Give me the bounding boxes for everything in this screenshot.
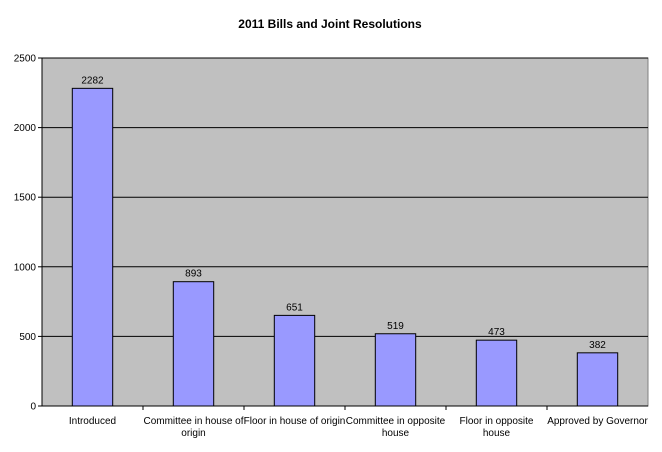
data-label: 2282 — [81, 75, 104, 86]
plot-background — [41, 57, 649, 407]
x-tick-label: origin — [181, 428, 205, 439]
y-tick-label: 500 — [19, 332, 36, 343]
data-label: 519 — [387, 321, 404, 332]
y-tick-label: 1000 — [14, 262, 37, 273]
x-tick-label: Floor in house of origin — [244, 416, 346, 427]
bar — [374, 333, 417, 407]
x-tick-label: house — [382, 428, 410, 439]
data-label: 651 — [286, 302, 303, 313]
chart-title: 2011 Bills and Joint Resolutions — [238, 17, 422, 31]
x-tick-label: Floor in opposite — [460, 416, 534, 427]
plot-area: 0 500 1000 1500 2000 2500 2282 Introduced 893 Com… — [14, 54, 649, 439]
data-label: 893 — [185, 269, 202, 280]
y-tick-label: 2500 — [14, 54, 37, 65]
bar — [172, 281, 215, 407]
x-tick-label: Approved by Governor — [547, 416, 648, 427]
bar — [475, 339, 518, 407]
bar — [576, 352, 619, 407]
data-label: 473 — [488, 327, 505, 338]
bar — [273, 314, 316, 407]
y-tick-label: 0 — [30, 402, 36, 413]
x-tick-label: house — [483, 428, 511, 439]
x-tick-label: Committee in house of — [143, 416, 243, 427]
bar — [71, 87, 114, 407]
y-tick-label: 2000 — [14, 123, 37, 134]
x-tick-label: Committee in opposite — [346, 416, 446, 427]
data-label: 382 — [589, 340, 606, 351]
x-tick-label: Introduced — [69, 416, 116, 427]
y-tick-label: 1500 — [14, 193, 37, 204]
